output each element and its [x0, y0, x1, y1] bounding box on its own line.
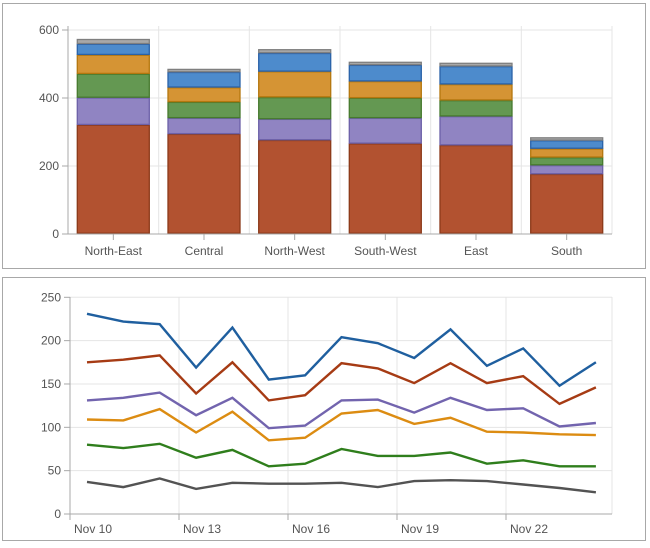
bar-segment-green-South	[530, 157, 604, 166]
line-chart-axes: 0 50 100 150 200 250 Nov 10 Nov 13 Nov 16 Nov 19 N…	[41, 290, 612, 536]
bar-segment-purple-North-West	[258, 118, 332, 141]
y-axis-label: 200	[39, 159, 59, 173]
line-series-red	[86, 354, 597, 406]
line-series-green	[86, 442, 596, 468]
bar-segment-orange-North-East	[76, 54, 150, 75]
x-axis-label: Nov 16	[292, 522, 330, 536]
bar-segment-purple-North-East	[76, 97, 150, 126]
bar-segment-gray-East	[439, 62, 513, 67]
bar-segment-gray-South	[530, 137, 604, 141]
stacked-bar-chart-panel: 0 200 400 600 North-East Central North-West Sou…	[2, 3, 646, 269]
bar-segment-gray-North-West	[258, 49, 332, 54]
x-axis-label: North-West	[264, 244, 325, 258]
bar-segment-orange-South-West	[348, 81, 422, 99]
bar-chart-axes: 0 200 400 600 North-East Central North-West Sou…	[39, 23, 612, 258]
bar-series-group	[76, 38, 604, 234]
bar-segment-blue-North-East	[76, 43, 150, 56]
y-axis-label: 50	[48, 464, 62, 478]
bar-segment-orange-Central	[167, 87, 241, 103]
line-series-blue	[86, 312, 597, 388]
line-series-gray	[86, 477, 597, 494]
bar-segment-blue-East	[439, 66, 513, 85]
bar-segment-rust-East	[439, 144, 513, 234]
y-axis-label: 600	[39, 23, 59, 37]
bar-segment-green-North-East	[76, 73, 150, 98]
x-axis-label: Central	[185, 244, 224, 258]
x-axis-label: South-West	[354, 244, 417, 258]
y-axis-label: 400	[39, 91, 59, 105]
y-axis-label: 100	[41, 420, 61, 434]
bar-segment-green-Central	[167, 101, 241, 119]
bar-segment-rust-North-East	[76, 124, 150, 234]
y-axis-label: 200	[41, 334, 61, 348]
bar-segment-rust-South	[530, 173, 604, 234]
x-axis-label: South	[551, 244, 582, 258]
line-chart: 0 50 100 150 200 250 Nov 10 Nov 13 Nov 16 Nov 19 N…	[41, 290, 613, 536]
y-axis-label: 250	[41, 290, 61, 304]
x-axis-label: Nov 10	[74, 522, 112, 536]
bar-segment-rust-Central	[167, 133, 241, 234]
y-axis-label: 0	[52, 227, 59, 241]
bar-chart-gridlines	[68, 26, 613, 234]
x-axis-label: North-East	[85, 244, 143, 258]
bar-segment-purple-South-West	[348, 117, 422, 144]
line-series-orange	[86, 407, 596, 442]
bar-segment-purple-East	[439, 116, 513, 146]
bar-segment-green-North-West	[258, 97, 332, 120]
line-chart-panel: 0 50 100 150 200 250 Nov 10 Nov 13 Nov 16 Nov 19 N…	[2, 277, 646, 541]
x-axis-label: East	[464, 244, 489, 258]
bar-segment-rust-North-West	[258, 139, 332, 234]
bar-segment-blue-Central	[167, 71, 241, 88]
line-series-group	[86, 312, 597, 494]
bar-segment-blue-South-West	[348, 64, 422, 82]
bar-segment-orange-East	[439, 84, 513, 101]
bar-segment-rust-South-West	[348, 143, 422, 234]
bar-segment-gray-Central	[167, 68, 241, 73]
bar-segment-green-South-West	[348, 97, 422, 119]
bar-segment-gray-South-West	[348, 61, 422, 66]
bar-segment-gray-North-East	[76, 38, 150, 45]
bar-segment-blue-North-West	[258, 52, 332, 72]
bar-segment-orange-North-West	[258, 71, 332, 98]
bar-segment-purple-South	[530, 165, 604, 175]
y-axis-label: 150	[41, 377, 61, 391]
bar-segment-orange-South	[530, 148, 604, 158]
stacked-bar-chart: 0 200 400 600 North-East Central North-West Sou…	[39, 23, 613, 258]
x-axis-label: Nov 19	[401, 522, 439, 536]
bar-segment-purple-Central	[167, 117, 241, 135]
bar-segment-green-East	[439, 100, 513, 117]
x-axis-label: Nov 13	[183, 522, 221, 536]
bar-segment-blue-South	[530, 140, 604, 149]
y-axis-label: 0	[54, 507, 61, 521]
x-axis-label: Nov 22	[510, 522, 548, 536]
line-series-purple	[86, 391, 597, 430]
